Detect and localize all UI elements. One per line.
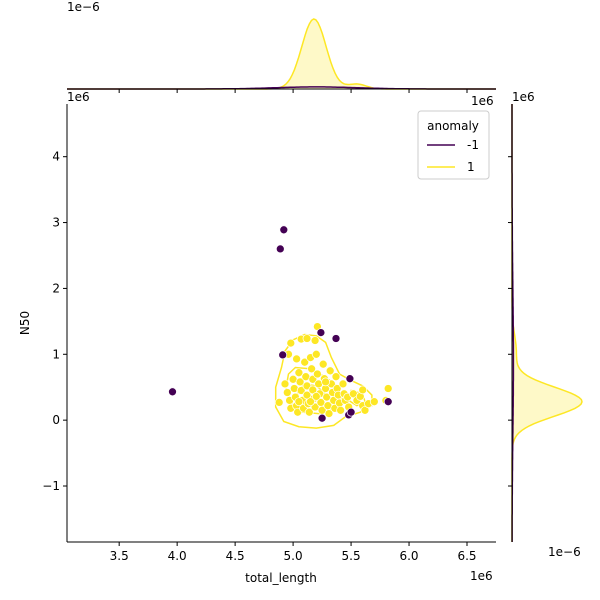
y-axis-ticks: −1 0 1 2 3 4 bbox=[42, 150, 67, 493]
y-axis-label: N50 bbox=[18, 311, 32, 335]
scatter-point-normal bbox=[294, 397, 304, 407]
y-tick-label: 2 bbox=[52, 281, 60, 295]
y-tick-label: 3 bbox=[52, 216, 60, 230]
marginal-top-offset-label: 1e−6 bbox=[67, 0, 100, 14]
scatter-point-normal bbox=[325, 366, 335, 376]
scatter-point-normal bbox=[322, 392, 332, 402]
marginal-right-corner-label: 1e6 bbox=[512, 90, 535, 104]
scatter-point-anomaly bbox=[316, 328, 326, 337]
y-tick-label: 0 bbox=[52, 413, 60, 427]
y-tick-label: −1 bbox=[42, 479, 60, 493]
scatter-point-normal bbox=[336, 405, 345, 415]
marginal-right-ticks bbox=[508, 156, 512, 487]
x-axis-offset-label: 1e6 bbox=[470, 569, 493, 583]
scatter-point-normal bbox=[318, 359, 328, 369]
marginal-top-density-line bbox=[67, 18, 496, 90]
scatter-point-normal bbox=[311, 349, 321, 359]
scatter-point-normal bbox=[310, 336, 320, 345]
y-tick-label: 1 bbox=[52, 347, 60, 361]
scatter-point-anomaly bbox=[383, 397, 393, 407]
legend-label-anomaly: -1 bbox=[467, 138, 479, 152]
x-tick-label: 5.5 bbox=[342, 549, 361, 563]
x-tick-label: 3.5 bbox=[110, 549, 129, 563]
marginal-right-offset-label: 1e−6 bbox=[548, 545, 581, 559]
scatter-point-normal bbox=[304, 407, 314, 417]
scatter-point-anomaly bbox=[279, 225, 289, 235]
y-axis-offset-label: 1e6 bbox=[67, 90, 90, 104]
x-tick-label: 5.0 bbox=[284, 549, 303, 563]
main-panel: 3.5 4.0 4.5 5.0 5.5 6.0 6.5 −1 0 1 2 3 4 total_leng… bbox=[18, 90, 496, 585]
scatter-point-normal bbox=[302, 334, 312, 343]
x-tick-label: 6.0 bbox=[399, 549, 418, 563]
scatter-point-anomaly bbox=[346, 407, 356, 417]
scatter-point-normal bbox=[286, 338, 296, 348]
marginal-top-panel: 1e−6 1e6 bbox=[67, 0, 496, 108]
scatter-point-normal bbox=[313, 369, 322, 379]
scatter-point-anomaly bbox=[331, 334, 341, 343]
marginal-top-ticks bbox=[118, 89, 468, 93]
scatter-point-normal bbox=[311, 392, 321, 401]
scatter-point-normal bbox=[306, 397, 315, 407]
scatter-points bbox=[168, 225, 393, 423]
scatter-point-normal bbox=[295, 377, 305, 387]
scatter-point-normal bbox=[274, 398, 284, 407]
scatter-point-normal bbox=[296, 386, 306, 395]
marginal-top-density-fill bbox=[67, 19, 496, 89]
scatter-point-normal bbox=[307, 364, 316, 374]
marginal-right-density-line bbox=[511, 104, 583, 542]
scatter-point-normal bbox=[360, 405, 370, 415]
scatter-point-anomaly bbox=[345, 374, 355, 384]
scatter-point-normal bbox=[338, 379, 348, 389]
x-axis-label: total_length bbox=[245, 571, 317, 585]
scatter-point-normal bbox=[294, 368, 304, 378]
marginal-right-panel: 1e6 1e−6 bbox=[508, 90, 583, 559]
legend-title: anomaly bbox=[427, 119, 479, 133]
scatter-point-normal bbox=[383, 384, 393, 393]
scatter-point-normal bbox=[331, 372, 341, 382]
scatter-point-anomaly bbox=[168, 387, 177, 397]
x-tick-label: 6.5 bbox=[457, 549, 476, 563]
x-tick-label: 4.5 bbox=[226, 549, 245, 563]
scatter-point-normal bbox=[358, 385, 368, 395]
marginal-right-density-fill bbox=[512, 104, 582, 542]
x-axis-ticks: 3.5 4.0 4.5 5.0 5.5 6.0 6.5 bbox=[110, 542, 477, 563]
legend: anomaly -1 1 bbox=[417, 110, 490, 180]
scatter-point-anomaly bbox=[275, 244, 285, 254]
scatter-point-anomaly bbox=[317, 413, 327, 423]
scatter-point-anomaly bbox=[278, 350, 288, 360]
scatter-point-normal bbox=[282, 388, 292, 397]
marginal-top-corner-label: 1e6 bbox=[471, 94, 494, 108]
scatter-point-normal bbox=[324, 409, 334, 418]
scatter-point-normal bbox=[280, 379, 290, 389]
scatter-point-normal bbox=[300, 357, 310, 367]
scatter-point-normal bbox=[302, 390, 312, 400]
scatter-point-normal bbox=[292, 354, 301, 364]
x-tick-label: 4.0 bbox=[168, 549, 187, 563]
scatter-point-normal bbox=[369, 397, 379, 407]
scatter-point-normal bbox=[321, 377, 330, 387]
legend-label-normal: 1 bbox=[467, 160, 475, 174]
y-tick-label: 4 bbox=[52, 150, 60, 164]
